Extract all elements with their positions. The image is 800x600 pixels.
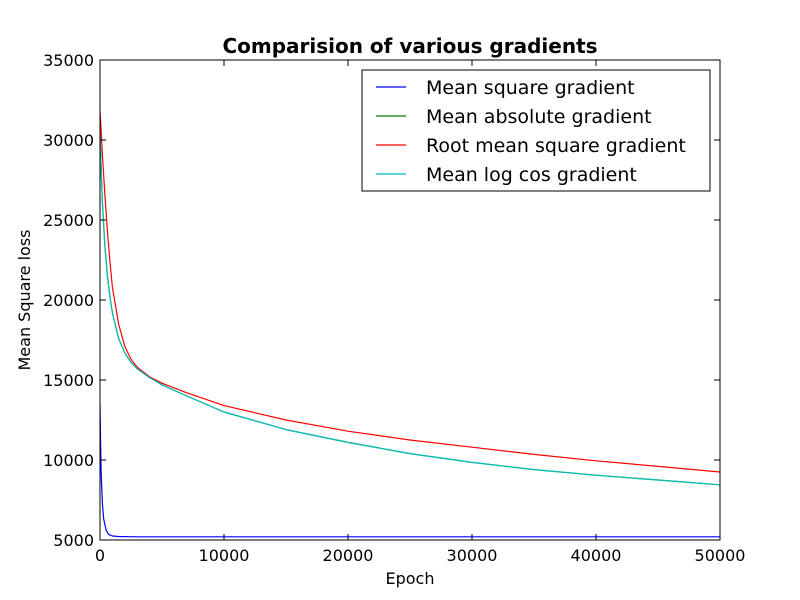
x-tick-label: 40000 [571,546,622,565]
y-tick-label: 35000 [43,51,94,70]
legend-label: Root mean square gradient [426,135,686,157]
y-axis: 5000 10000 15000 20000 25000 30000 35000 [43,51,720,550]
series-line-4 [100,131,720,486]
y-tick-label: 15000 [43,371,94,390]
x-axis: 0 10000 20000 30000 40000 50000 [95,60,746,565]
y-tick-label: 20000 [43,291,94,310]
y-tick-label: 5000 [53,531,94,550]
y-tick-label: 25000 [43,211,94,230]
x-tick-label: 20000 [323,546,374,565]
series-line-1 [100,403,720,538]
x-tick-label: 10000 [199,546,250,565]
series-line-3 [100,110,720,473]
y-tick-label: 10000 [43,451,94,470]
x-tick-label: 30000 [447,546,498,565]
legend: Mean square gradient Mean absolute gradie… [361,69,711,192]
x-axis-title: Epoch [386,569,435,588]
y-tick-label: 30000 [43,131,94,150]
legend-label: Mean absolute gradient [426,106,652,128]
legend-label: Mean log cos gradient [426,164,637,186]
legend-box [361,69,711,192]
chart-title: Comparision of various gradients [222,34,597,58]
x-tick-label: 50000 [695,546,746,565]
legend-label: Mean square gradient [426,77,635,99]
y-axis-title: Mean Square loss [15,230,34,371]
x-tick-label: 0 [95,546,105,565]
